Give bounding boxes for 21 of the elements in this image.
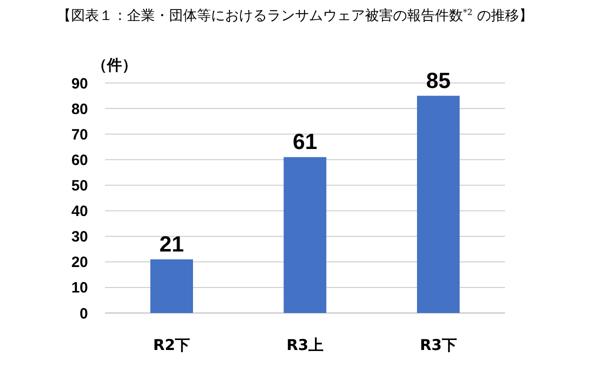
y-tick-label: 20 bbox=[71, 254, 88, 272]
y-tick-label: 70 bbox=[71, 126, 88, 144]
data-label: 61 bbox=[292, 129, 318, 154]
data-label: 21 bbox=[159, 231, 184, 256]
bar bbox=[284, 157, 326, 313]
y-tick-label: 80 bbox=[71, 100, 88, 118]
data-label: 85 bbox=[426, 68, 451, 93]
y-tick-label: 60 bbox=[71, 152, 88, 169]
bar bbox=[417, 96, 460, 313]
y-tick-label: 50 bbox=[71, 177, 88, 194]
x-tick-label: R3上 bbox=[286, 336, 324, 354]
chart-title: 【図表１：企業・団体等におけるランサムウェア被害の報告件数$^{*2}$ の推移】 bbox=[57, 7, 533, 24]
y-tick-label: 0 bbox=[80, 305, 88, 322]
y-tick-label: 30 bbox=[71, 228, 88, 246]
bar bbox=[150, 259, 193, 313]
x-tick-label: R3下 bbox=[420, 336, 457, 354]
x-tick-label: R2下 bbox=[153, 336, 190, 354]
y-axis-title: （件） bbox=[92, 56, 137, 74]
y-tick-label: 10 bbox=[71, 280, 88, 297]
y-tick-label: 40 bbox=[71, 203, 88, 220]
y-tick-label: 90 bbox=[71, 75, 88, 92]
